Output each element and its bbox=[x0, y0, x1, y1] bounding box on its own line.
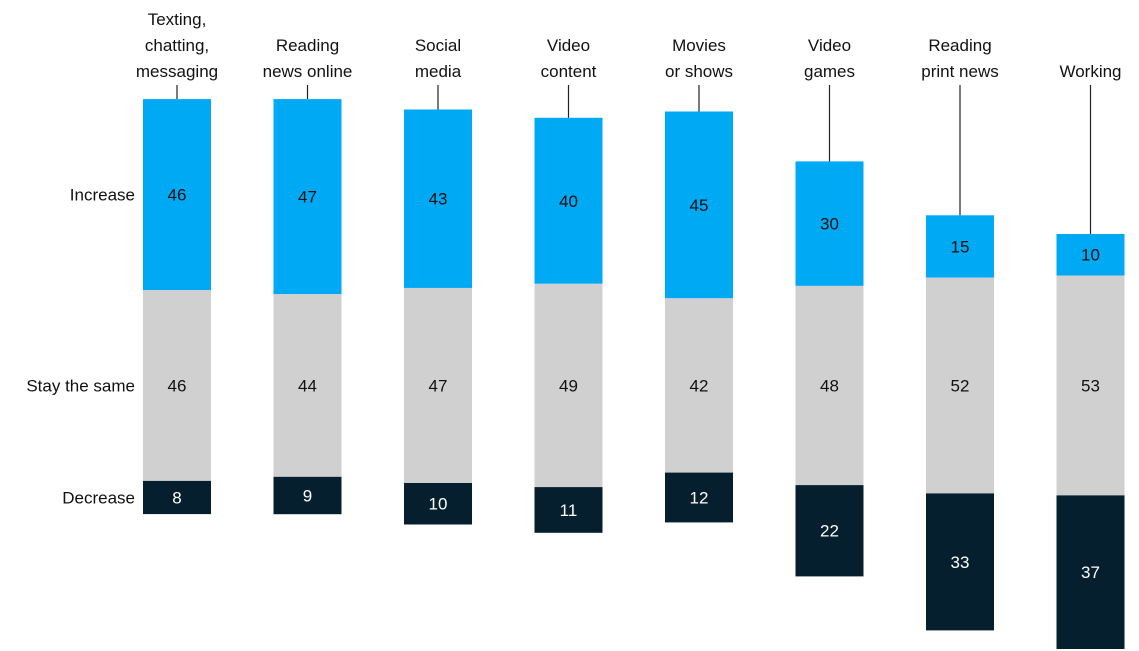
value-label-stay-the-same-video-games: 48 bbox=[820, 377, 839, 396]
value-label-increase-video-games: 30 bbox=[820, 215, 839, 234]
bar-stay-the-same-texting-chatting-messaging bbox=[143, 290, 211, 481]
category-label-video-games: Video games bbox=[804, 36, 855, 81]
value-label-stay-the-same-video-content: 49 bbox=[559, 376, 578, 395]
bar-stay-the-same-reading-news-online bbox=[273, 294, 342, 477]
series-label-decrease: Decrease bbox=[62, 489, 135, 508]
value-label-increase-video-content: 40 bbox=[559, 192, 578, 211]
bar-increase-movies-or-shows bbox=[665, 111, 733, 299]
bar-decrease-video-content bbox=[534, 487, 603, 533]
value-label-decrease-video-games: 22 bbox=[820, 522, 839, 541]
value-label-stay-the-same-movies-or-shows: 42 bbox=[690, 377, 709, 396]
bar-decrease-video-games bbox=[795, 485, 864, 577]
value-label-stay-the-same-social-media: 47 bbox=[429, 377, 448, 396]
bar-stay-the-same-video-games bbox=[795, 285, 864, 486]
category-label-texting-chatting-messaging: Texting, chatting, messaging bbox=[136, 10, 218, 81]
bar-decrease-reading-print-news bbox=[926, 493, 994, 631]
value-label-decrease-texting-chatting-messaging: 8 bbox=[172, 489, 181, 508]
value-label-stay-the-same-working: 53 bbox=[1081, 377, 1100, 396]
bars-group bbox=[143, 99, 1125, 649]
bar-stay-the-same-video-content bbox=[534, 283, 603, 488]
value-label-increase-working: 10 bbox=[1081, 246, 1100, 265]
bar-stay-the-same-movies-or-shows bbox=[665, 298, 733, 473]
value-label-decrease-reading-news-online: 9 bbox=[303, 486, 312, 505]
value-label-stay-the-same-reading-news-online: 44 bbox=[298, 376, 317, 395]
bar-increase-reading-print-news bbox=[926, 215, 994, 278]
labels-group: 46 46 8 Texting, chatting, messaging Increase S… bbox=[26, 10, 1121, 582]
bar-stay-the-same-social-media bbox=[404, 287, 472, 483]
value-label-increase-reading-print-news: 15 bbox=[951, 237, 970, 256]
series-label-stay-the-same: Stay the same bbox=[26, 376, 135, 395]
bar-decrease-social-media bbox=[404, 483, 472, 525]
value-label-decrease-video-content: 11 bbox=[560, 501, 578, 520]
category-label-reading-news-online: Reading news online bbox=[263, 36, 353, 81]
bar-increase-texting-chatting-messaging bbox=[143, 99, 211, 290]
bar-stay-the-same-working bbox=[1056, 275, 1125, 496]
bar-decrease-texting-chatting-messaging bbox=[143, 480, 211, 515]
value-label-increase-reading-news-online: 47 bbox=[298, 188, 317, 207]
category-label-video-content: Video content bbox=[541, 36, 597, 81]
bar-increase-social-media bbox=[404, 109, 472, 288]
value-label-decrease-reading-print-news: 33 bbox=[951, 553, 970, 572]
category-label-movies-or-shows: Movies or shows bbox=[665, 36, 733, 81]
bar-stay-the-same-reading-print-news bbox=[926, 277, 994, 494]
category-connector-lines bbox=[176, 85, 1092, 234]
value-label-decrease-working: 37 bbox=[1081, 563, 1100, 582]
value-label-increase-texting-chatting-messaging: 46 bbox=[168, 186, 187, 205]
series-label-increase: Increase bbox=[70, 186, 135, 205]
value-label-decrease-movies-or-shows: 12 bbox=[690, 489, 709, 508]
bar-decrease-reading-news-online bbox=[273, 476, 342, 515]
value-label-increase-social-media: 43 bbox=[429, 190, 448, 209]
category-label-social-media: Social media bbox=[415, 36, 462, 81]
bar-decrease-movies-or-shows bbox=[665, 472, 733, 523]
bar-increase-video-games bbox=[795, 161, 864, 286]
value-label-decrease-social-media: 10 bbox=[429, 495, 448, 514]
value-label-stay-the-same-reading-print-news: 52 bbox=[951, 377, 970, 396]
bar-increase-video-content bbox=[534, 117, 603, 284]
value-label-stay-the-same-texting-chatting-messaging: 46 bbox=[168, 376, 187, 395]
category-label-working: Working bbox=[1059, 62, 1121, 81]
bar-decrease-working bbox=[1056, 495, 1125, 649]
category-label-reading-print-news: Reading print news bbox=[921, 36, 998, 81]
bar-increase-reading-news-online bbox=[273, 99, 342, 295]
value-label-increase-movies-or-shows: 45 bbox=[690, 196, 709, 215]
bar-increase-working bbox=[1056, 234, 1125, 276]
